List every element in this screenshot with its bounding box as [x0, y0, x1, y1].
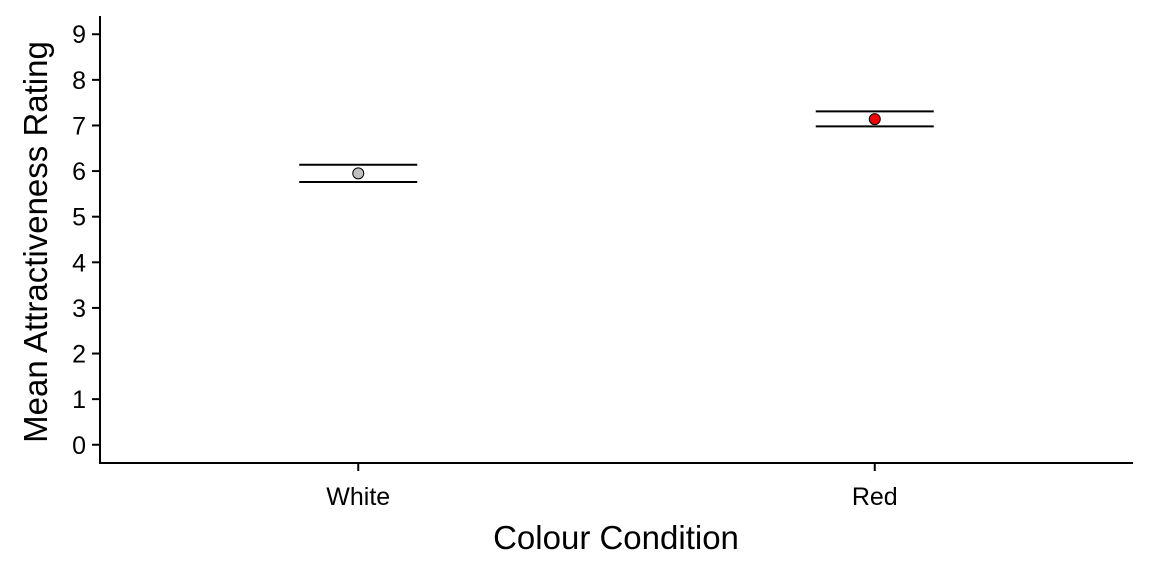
y-tick-label: 4 — [72, 249, 86, 277]
x-tick-label: Red — [852, 483, 898, 511]
y-tick-label: 3 — [72, 295, 86, 323]
x-axis-title: Colour Condition — [493, 519, 739, 556]
y-tick-label: 6 — [72, 158, 86, 186]
y-axis-title: Mean Attractiveness Rating — [17, 41, 54, 443]
y-tick-label: 2 — [72, 341, 86, 369]
mean-point-white — [352, 167, 365, 180]
x-tick-label: White — [326, 483, 390, 511]
x-axis-ticks: White Red — [326, 463, 898, 511]
data-marks — [299, 110, 934, 184]
y-tick-label: 8 — [72, 67, 86, 95]
y-axis-ticks: 0 1 2 3 4 5 6 7 8 9 — [72, 21, 100, 460]
y-tick-label: 5 — [72, 204, 86, 232]
y-tick-label: 0 — [72, 432, 86, 460]
mean-point-red — [868, 113, 881, 126]
y-tick-label: 1 — [72, 386, 86, 414]
y-tick-label: 7 — [72, 112, 86, 140]
y-tick-label: 9 — [72, 21, 86, 49]
